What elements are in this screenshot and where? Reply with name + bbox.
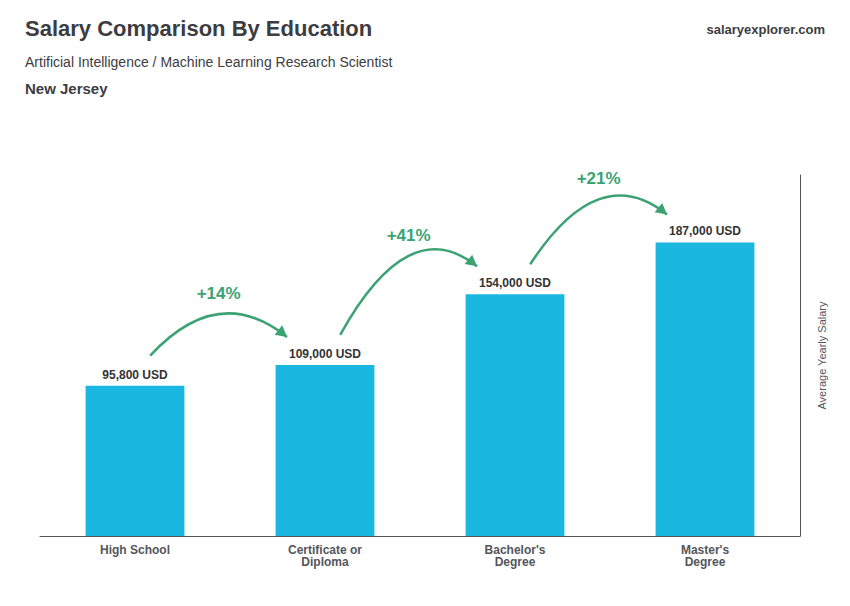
svg-text:+41%: +41% bbox=[387, 226, 431, 245]
svg-text:Artificial Intelligence / Mach: Artificial Intelligence / Machine Learni… bbox=[25, 54, 392, 70]
svg-text:Bachelor's: Bachelor's bbox=[484, 543, 546, 557]
svg-text:+14%: +14% bbox=[197, 284, 241, 303]
svg-text:High School: High School bbox=[100, 543, 170, 557]
svg-text:187,000 USD: 187,000 USD bbox=[669, 224, 741, 238]
svg-text:Diploma: Diploma bbox=[301, 555, 349, 569]
svg-text:95,800 USD: 95,800 USD bbox=[102, 368, 168, 382]
svg-text:154,000 USD: 154,000 USD bbox=[479, 276, 551, 290]
svg-text:Average Yearly Salary: Average Yearly Salary bbox=[816, 301, 828, 410]
svg-text:Certificate or: Certificate or bbox=[288, 543, 362, 557]
svg-text:Master's: Master's bbox=[680, 543, 730, 557]
svg-text:+21%: +21% bbox=[577, 169, 621, 188]
svg-text:109,000 USD: 109,000 USD bbox=[289, 347, 361, 361]
svg-text:salaryexplorer.com: salaryexplorer.com bbox=[706, 22, 825, 37]
svg-text:Degree: Degree bbox=[495, 555, 536, 569]
svg-text:New Jersey: New Jersey bbox=[25, 80, 108, 97]
svg-text:Salary Comparison By Education: Salary Comparison By Education bbox=[25, 16, 372, 41]
svg-text:Degree: Degree bbox=[685, 555, 726, 569]
